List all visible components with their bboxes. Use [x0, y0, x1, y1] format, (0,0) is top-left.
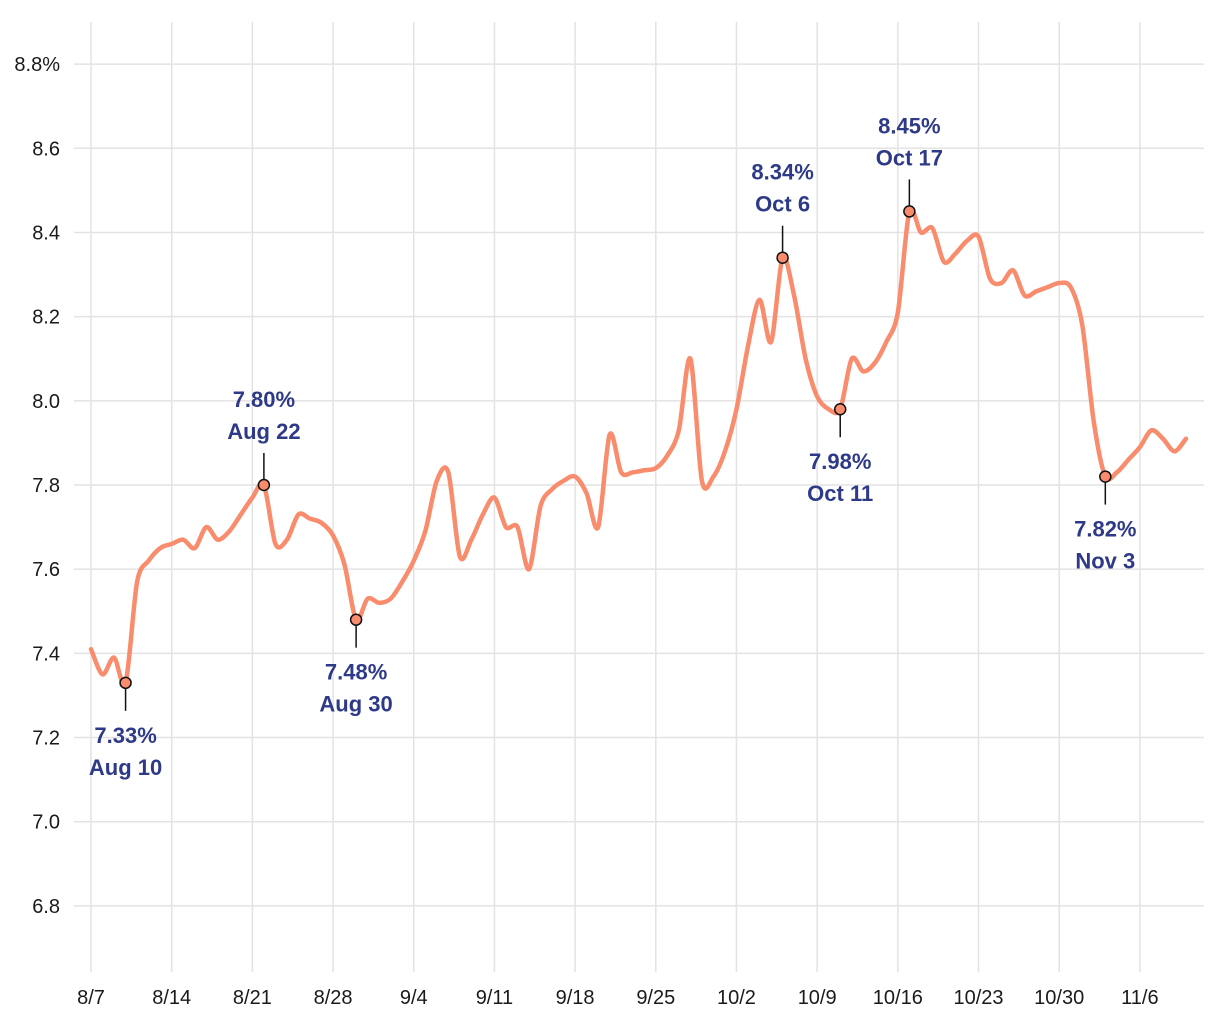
annotation-marker: [1099, 470, 1112, 483]
annotation: 7.80% Aug 22: [227, 387, 301, 492]
y-tick-label: 8.4: [32, 222, 60, 244]
x-tick-label: 10/30: [1034, 987, 1084, 1009]
y-tick-label: 6.8: [32, 896, 60, 918]
annotation-marker: [776, 251, 789, 264]
annotation-value-label: 8.45%: [878, 113, 940, 138]
y-tick-label: 7.6: [32, 559, 60, 581]
annotation: 7.82% Nov 3: [1074, 470, 1137, 574]
x-tick-label: 8/7: [77, 987, 105, 1009]
annotation-date-label: Oct 17: [876, 145, 943, 170]
y-tick-label: 8.6: [32, 138, 60, 160]
annotation: 8.34% Oct 6: [751, 160, 814, 264]
x-tick-label: 10/16: [873, 987, 923, 1009]
series-line: [88, 206, 1189, 688]
y-tick-label: 7.0: [32, 812, 60, 834]
annotation-marker: [903, 205, 916, 218]
x-gridlines: [90, 22, 1141, 972]
x-tick-label: 9/18: [556, 987, 595, 1009]
x-tick-label: 8/28: [314, 987, 353, 1009]
x-tick-label: 8/14: [152, 987, 191, 1009]
x-tick-label: 10/9: [798, 987, 837, 1009]
y-tick-label: 8.0: [32, 391, 60, 413]
x-tick-label: 10/2: [717, 987, 756, 1009]
y-tick-label: 7.2: [32, 728, 60, 750]
y-tick-label: 8.2: [32, 307, 60, 329]
x-tick-label: 9/4: [400, 987, 428, 1009]
annotation-date-label: Aug 30: [319, 692, 392, 717]
annotation-date-label: Aug 22: [227, 419, 300, 444]
annotations-layer: 7.33% Aug 10 7.80% Aug 22 7.48% Aug 30 8.34% Oc…: [89, 113, 1137, 779]
x-tick-label: 9/11: [476, 987, 513, 1009]
y-axis-tick-labels: 6.8 7.0 7.2 7.4 7.6 7.8 8.0 8.2 8.4 8.6 8.8%: [14, 54, 60, 918]
x-tick-label: 11/6: [1121, 987, 1158, 1009]
annotation-date-label: Aug 10: [89, 755, 162, 780]
annotation-marker: [257, 478, 271, 492]
annotation: 7.33% Aug 10: [89, 676, 162, 780]
annotation: 7.48% Aug 30: [319, 613, 393, 717]
annotation-date-label: Nov 3: [1075, 549, 1135, 574]
y-tick-label: 7.8: [32, 475, 60, 497]
annotation-marker: [349, 613, 363, 626]
y-tick-label: 7.4: [32, 643, 60, 665]
x-tick-label: 8/21: [233, 987, 272, 1009]
x-tick-label: 10/23: [953, 987, 1003, 1009]
annotation-date-label: Oct 11: [807, 481, 873, 506]
annotation-marker: [833, 402, 847, 416]
annotation: 8.45% Oct 17: [876, 113, 943, 218]
annotation-date-label: Oct 6: [755, 192, 810, 217]
y-gridlines: [74, 63, 1204, 907]
y-tick-label: 8.8%: [14, 54, 60, 76]
annotation-marker: [119, 676, 132, 690]
annotation-value-label: 7.98%: [809, 449, 871, 474]
annotation-value-label: 7.48%: [325, 660, 387, 685]
annotation-value-label: 7.33%: [94, 723, 156, 748]
annotation-value-label: 7.82%: [1074, 517, 1136, 542]
x-axis-tick-labels: 8/7 8/14 8/21 8/28 9/4 9/11 9/18 9/25 10/2 10/9 10…: [77, 987, 1159, 1009]
annotation-value-label: 8.34%: [751, 160, 813, 185]
x-tick-label: 9/25: [636, 987, 675, 1009]
series-layer: [88, 206, 1189, 688]
annotation: 7.98% Oct 11: [807, 402, 873, 506]
annotation-value-label: 7.80%: [233, 387, 295, 412]
